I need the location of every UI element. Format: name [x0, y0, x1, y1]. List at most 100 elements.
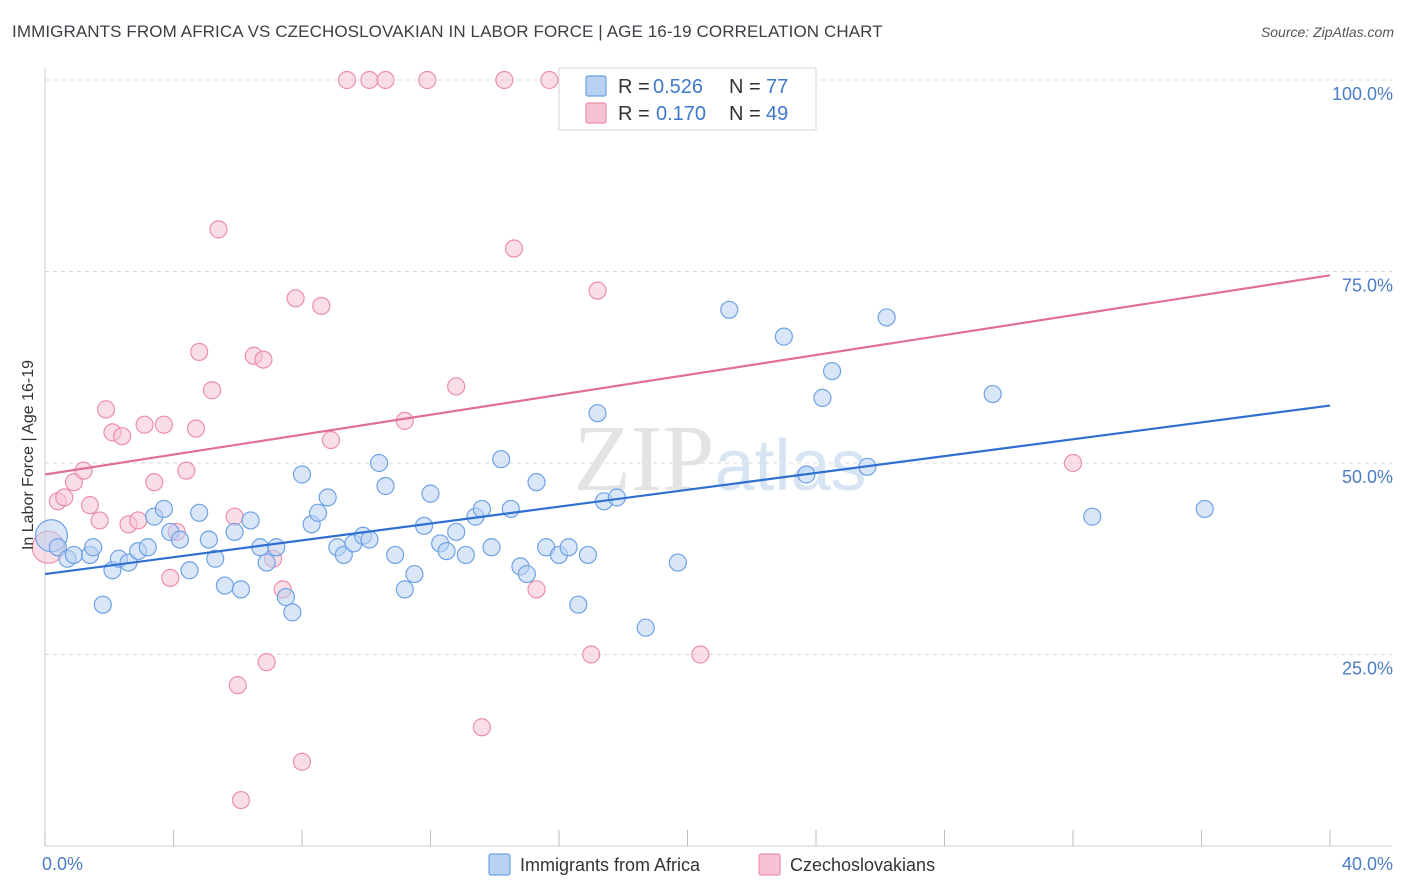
stats-legend-swatch-pink [585, 102, 607, 124]
immigrants-from-africa-point [636, 618, 655, 637]
immigrants-from-africa-point [437, 541, 456, 561]
immigrants-from-africa-point [225, 522, 244, 542]
immigrants-from-africa-point [822, 361, 842, 381]
czechoslovakians-point [321, 430, 341, 450]
immigrants-from-africa-point [215, 576, 234, 595]
immigrants-from-africa-point [559, 538, 578, 557]
trend-lines [44, 274, 1331, 576]
czechoslovakians-point [312, 296, 331, 316]
immigrants-from-africa-point [292, 465, 312, 484]
immigrants-from-africa-point [154, 499, 173, 519]
stats-r-value-2: 0.170 [656, 103, 706, 125]
immigrants-from-africa-point [517, 564, 536, 584]
czechoslovakians-point [418, 70, 437, 90]
stats-r-label-2: R = [618, 103, 650, 125]
immigrants-from-africa-point [395, 580, 414, 599]
czechoslovakians-point [177, 461, 196, 480]
czechoslovakians-point [145, 473, 164, 492]
czechoslovakians-point [472, 718, 491, 737]
immigrants-from-africa-point [206, 549, 225, 568]
stats-legend: R = 0.526 N = 77 R = 0.170 N = 49 [558, 67, 817, 131]
immigrants-from-africa-point [447, 522, 466, 542]
immigrants-from-africa-point [1083, 507, 1102, 526]
series-czechoslovakians [31, 70, 1083, 810]
czechoslovakians-point [90, 511, 109, 530]
czechoslovakians-point [292, 752, 312, 771]
immigrants-from-africa-point [421, 484, 440, 503]
czechoslovakians-point [257, 653, 276, 672]
czechoslovakians-point [588, 281, 607, 300]
immigrants-from-africa-point [482, 538, 501, 557]
immigrants-from-africa-point [276, 587, 296, 607]
immigrants-from-africa-point [360, 530, 379, 549]
immigrants-from-africa-point [813, 388, 832, 407]
immigrants-from-africa-point [501, 499, 520, 519]
y-tick-label: 100.0% [1332, 84, 1393, 104]
watermark: ZIPatlas [573, 407, 866, 511]
immigrants-from-africa-point [138, 538, 157, 557]
czechoslovakians-point [286, 289, 305, 308]
czechoslovakians-point [80, 496, 100, 515]
czechoslovakians-point [691, 645, 710, 664]
immigrants-from-africa-point [370, 453, 389, 473]
immigrants-from-africa-point [456, 545, 475, 565]
legend-swatch-immigrants-from-africa [488, 853, 511, 876]
immigrants-from-africa-point [720, 300, 739, 319]
czechoslovakians-point [527, 580, 546, 599]
czechoslovakians-point [225, 507, 244, 526]
czechoslovakians-point [376, 70, 395, 90]
immigrants-from-africa-point [170, 530, 190, 549]
immigrants-from-africa-point [93, 595, 112, 614]
immigrants-from-africa-point [877, 308, 896, 327]
czechoslovakians-point [504, 239, 524, 258]
czechoslovakians-point [360, 70, 379, 90]
stats-n-value-2: 49 [766, 103, 788, 125]
immigrants-from-africa-point [283, 603, 302, 622]
czechoslovakians-point [582, 645, 601, 664]
immigrants-from-africa-point [983, 384, 1002, 404]
czechoslovakians-point [1063, 453, 1083, 473]
legend-label-immigrants-from-africa: Immigrants from Africa [520, 855, 701, 875]
immigrants-from-africa-point [386, 545, 405, 565]
czechoslovakians-point [161, 568, 180, 588]
immigrants-from-africa-point [318, 488, 337, 507]
stats-r-label-1: R = [618, 76, 650, 98]
immigrants-from-africa-point [308, 503, 328, 522]
series-immigrants-from-africa [34, 300, 1214, 637]
trend-line-czechoslovakians [44, 274, 1331, 476]
immigrants-from-africa-point [492, 450, 511, 469]
immigrants-from-africa-point [231, 580, 251, 599]
czechoslovakians-point [447, 377, 466, 396]
legend-label-czechoslovakians: Czechoslovakians [790, 855, 935, 875]
immigrants-from-africa-point [588, 404, 607, 423]
czechoslovakians-point [231, 790, 251, 810]
czechoslovakians-point [186, 419, 206, 438]
stats-r-value-1: 0.526 [653, 76, 703, 98]
y-axis-label: In Labor Force | Age 16-19 [20, 360, 37, 550]
stats-n-label-2: N = [729, 103, 761, 125]
immigrants-from-africa-point [267, 538, 286, 557]
immigrants-from-africa-point [774, 327, 793, 346]
x-tick-labels: 0.0% 40.0% [42, 854, 1393, 874]
gridlines [45, 79, 1392, 655]
immigrants-from-africa-point [405, 564, 424, 584]
czechoslovakians-point [96, 400, 116, 419]
stats-n-label-1: N = [729, 76, 761, 98]
immigrants-from-africa-point [241, 511, 260, 530]
czechoslovakians-point [129, 511, 148, 530]
immigrants-from-africa-point [190, 503, 209, 522]
immigrants-from-africa-point [180, 561, 199, 580]
czechoslovakians-point [55, 488, 74, 507]
czechoslovakians-point [112, 427, 132, 446]
trend-line-immigrants-from-africa [44, 404, 1331, 576]
source-credit: Source: ZipAtlas.com [1260, 24, 1394, 40]
immigrants-from-africa-point [569, 595, 588, 614]
axes [44, 68, 1392, 847]
watermark-atlas: atlas [714, 426, 866, 506]
immigrants-from-africa-point [84, 538, 103, 557]
y-tick-label: 50.0% [1342, 467, 1393, 487]
x-tick-label: 40.0% [1342, 854, 1393, 874]
czechoslovakians-point [228, 676, 247, 695]
immigrants-from-africa-point [527, 473, 546, 492]
